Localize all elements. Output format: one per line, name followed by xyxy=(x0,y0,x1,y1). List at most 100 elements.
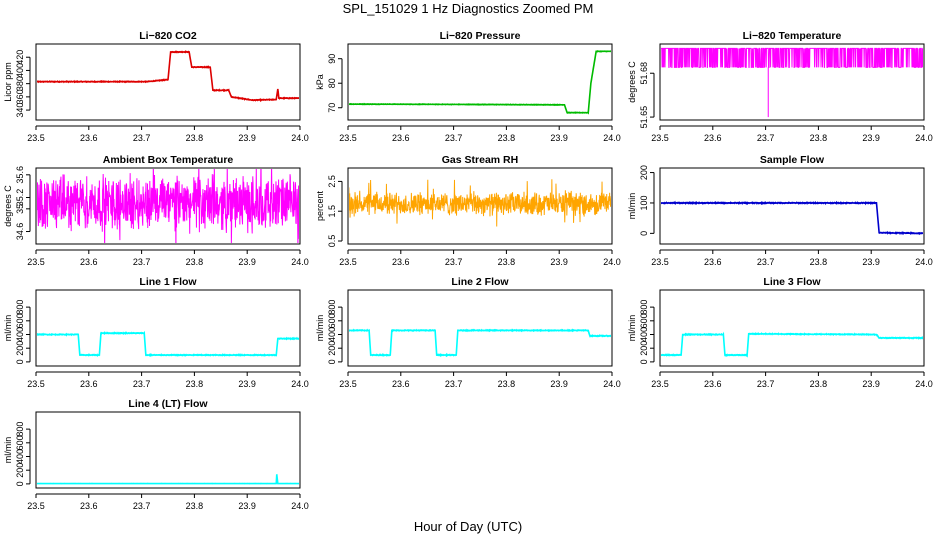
x-tick-label: 23.5 xyxy=(651,257,669,267)
x-tick-label: 24.0 xyxy=(603,133,621,143)
x-tick-label: 23.6 xyxy=(704,379,722,389)
y-tick-label: 70 xyxy=(327,103,337,113)
chart-title: Sample Flow xyxy=(760,154,825,166)
x-tick-label: 23.8 xyxy=(186,257,204,267)
y-tick-label: 34.6 xyxy=(15,223,25,241)
x-tick-label: 23.8 xyxy=(186,501,204,511)
x-tick-label: 23.9 xyxy=(238,257,256,267)
plot-frame xyxy=(35,43,301,121)
y-axis-label: Licor ppm xyxy=(3,62,13,102)
x-tick-label: 24.0 xyxy=(915,133,933,143)
plot-frame xyxy=(659,167,925,245)
y-tick-label: 800 xyxy=(639,300,649,315)
chart-title: Line 3 Flow xyxy=(763,276,821,288)
plot-frame xyxy=(35,289,301,367)
x-tick-label: 24.0 xyxy=(603,257,621,267)
y-tick-label: 380 xyxy=(15,76,25,91)
x-tick-label: 23.6 xyxy=(392,257,410,267)
y-tick-label: 35.2 xyxy=(15,189,25,207)
x-tick-label: 23.6 xyxy=(80,257,98,267)
series-line xyxy=(349,328,611,358)
chart-title: Li−820 CO2 xyxy=(139,30,197,42)
x-tick-label: 23.7 xyxy=(133,133,151,143)
plot-frame xyxy=(659,43,925,121)
series-line xyxy=(661,200,923,236)
y-tick-label: 0 xyxy=(639,231,649,236)
x-tick-label: 23.6 xyxy=(80,501,98,511)
y-tick-label: 600 xyxy=(327,313,337,328)
plot-frame xyxy=(347,43,613,121)
figure-title: SPL_151029 1 Hz Diagnostics Zoomed PM xyxy=(343,1,594,16)
x-tick-label: 23.5 xyxy=(339,379,357,389)
plot-frame xyxy=(347,167,613,245)
x-tick-label: 24.0 xyxy=(603,379,621,389)
y-axis-label: kPa xyxy=(315,74,325,90)
x-tick-label: 23.5 xyxy=(27,257,45,267)
x-tick-label: 23.8 xyxy=(498,133,516,143)
x-tick-label: 23.5 xyxy=(27,379,45,389)
y-tick-label: 1.5 xyxy=(327,205,337,218)
x-tick-label: 23.5 xyxy=(27,501,45,511)
y-axis-label: degrees C xyxy=(3,185,13,227)
y-tick-label: 340 xyxy=(15,103,25,118)
y-tick-label: 51.68 xyxy=(639,62,649,85)
x-tick-label: 24.0 xyxy=(915,379,933,389)
x-tick-label: 23.7 xyxy=(757,257,775,267)
x-tick-label: 24.0 xyxy=(915,257,933,267)
y-axis-label: percent xyxy=(315,190,325,221)
x-tick-label: 24.0 xyxy=(291,133,309,143)
series-line xyxy=(349,49,611,115)
y-tick-label: 600 xyxy=(15,313,25,328)
series-line xyxy=(37,330,299,358)
y-axis-label: ml/min xyxy=(3,437,13,464)
x-tick-label: 23.9 xyxy=(238,133,256,143)
x-tick-label: 23.9 xyxy=(862,379,880,389)
y-tick-label: 0 xyxy=(15,359,25,364)
x-tick-label: 23.6 xyxy=(704,257,722,267)
plot-frame xyxy=(35,411,301,489)
x-tick-label: 23.8 xyxy=(810,379,828,389)
chart-title: Line 4 (LT) Flow xyxy=(128,398,208,410)
y-tick-label: 51.65 xyxy=(639,106,649,129)
chart-panel: Sample Flow ml/min 0 100 200 23.5 23.6 23.7 23.8… xyxy=(627,154,933,267)
chart-title: Line 1 Flow xyxy=(139,276,197,288)
chart-panel: Li−820 Pressure kPa 70 80 90 23.5 23.6 23.7 23.8… xyxy=(315,30,621,143)
x-tick-label: 23.7 xyxy=(133,379,151,389)
x-tick-label: 23.6 xyxy=(80,379,98,389)
x-tick-label: 23.7 xyxy=(445,257,463,267)
x-tick-label: 23.7 xyxy=(757,133,775,143)
y-tick-label: 400 xyxy=(15,63,25,78)
y-tick-label: 0 xyxy=(15,481,25,486)
x-tick-label: 23.8 xyxy=(186,133,204,143)
plot-frame xyxy=(35,167,301,245)
y-axis-label: degrees C xyxy=(627,61,637,103)
x-tick-label: 23.6 xyxy=(704,133,722,143)
y-tick-label: 800 xyxy=(15,422,25,437)
series-line xyxy=(661,47,923,118)
x-tick-label: 24.0 xyxy=(291,501,309,511)
x-tick-label: 23.9 xyxy=(238,379,256,389)
x-tick-label: 23.7 xyxy=(133,257,151,267)
y-tick-label: 800 xyxy=(327,300,337,315)
series-line xyxy=(37,49,299,103)
y-tick-label: 0 xyxy=(327,359,337,364)
x-tick-label: 23.9 xyxy=(550,257,568,267)
x-tick-label: 23.8 xyxy=(498,379,516,389)
y-tick-label: 400 xyxy=(15,327,25,342)
x-tick-label: 23.7 xyxy=(133,501,151,511)
x-tick-label: 23.8 xyxy=(810,133,828,143)
x-tick-label: 23.7 xyxy=(445,133,463,143)
y-tick-label: 420 xyxy=(15,50,25,65)
x-tick-label: 24.0 xyxy=(291,379,309,389)
y-tick-label: 90 xyxy=(327,54,337,64)
plot-frame xyxy=(347,289,613,367)
plot-frame xyxy=(659,289,925,367)
chart-panel: Gas Stream RH percent 0.5 1.5 2.5 23.5 23.6 23.… xyxy=(315,154,621,267)
x-tick-label: 23.9 xyxy=(862,133,880,143)
y-tick-label: 200 xyxy=(15,463,25,478)
y-tick-label: 200 xyxy=(639,165,649,180)
